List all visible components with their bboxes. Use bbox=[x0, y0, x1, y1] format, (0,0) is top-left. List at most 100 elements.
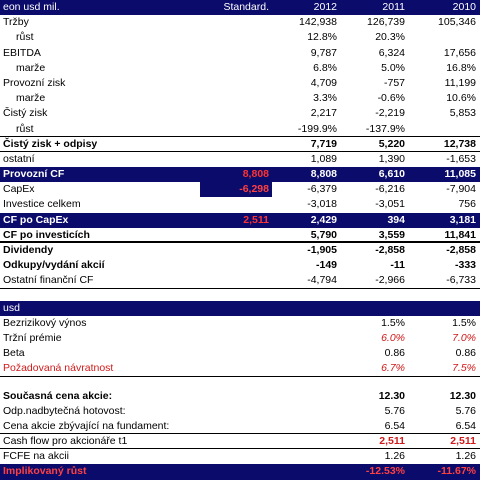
cell-2010[interactable]: 16.8% bbox=[446, 61, 476, 74]
cell-2011[interactable]: 5.0% bbox=[381, 61, 405, 74]
table-row[interactable]: Investice celkem -3,018 -3,051 756 bbox=[0, 197, 480, 212]
cell-2011[interactable]: 394 bbox=[387, 213, 405, 226]
cell-2011[interactable]: 5,220 bbox=[378, 137, 405, 150]
cell-2011[interactable]: -757 bbox=[383, 76, 405, 89]
cell-std[interactable] bbox=[200, 91, 272, 106]
cell-2011[interactable]: 2,511 bbox=[379, 435, 405, 448]
cell-std[interactable] bbox=[200, 61, 272, 76]
cell-2010[interactable]: -2,858 bbox=[446, 244, 476, 256]
cell-2011[interactable]: -6,216 bbox=[375, 183, 405, 196]
cell-2010[interactable]: 11,841 bbox=[444, 228, 476, 241]
cell-std[interactable]: -6,298 bbox=[200, 182, 272, 198]
cell-2012[interactable]: -149 bbox=[315, 259, 337, 272]
cell-std[interactable] bbox=[200, 106, 272, 121]
cell-2010[interactable]: 5.76 bbox=[455, 404, 476, 417]
table-row[interactable]: CF po investicích 5,790 3,559 11,841 bbox=[0, 228, 480, 243]
cell-2011[interactable]: -2,966 bbox=[375, 274, 405, 287]
cell-2012[interactable]: -6,379 bbox=[307, 183, 337, 196]
cell-2010[interactable]: -11.67% bbox=[437, 465, 476, 478]
cell-2010[interactable]: 7.0% bbox=[452, 331, 476, 344]
cell-2011[interactable]: 6.0% bbox=[381, 331, 405, 344]
table-row[interactable]: EBITDA 9,787 6,324 17,656 bbox=[0, 46, 480, 61]
cell-std[interactable] bbox=[200, 30, 272, 45]
table-row[interactable]: Cena akcie zbývající na fundament: 6.54 … bbox=[0, 419, 480, 435]
cell-2012[interactable]: 3.3% bbox=[313, 92, 337, 105]
table-row[interactable]: Čistý zisk + odpisy 7,719 5,220 12,738 bbox=[0, 137, 480, 152]
table-row[interactable]: Odkupy/vydání akcií -149 -11 -333 bbox=[0, 258, 480, 273]
cell-std[interactable] bbox=[200, 243, 272, 258]
cell-2010[interactable]: 10.6% bbox=[446, 92, 476, 105]
table-row[interactable]: marže 6.8% 5.0% 16.8% bbox=[0, 61, 480, 76]
table-row[interactable]: marže 3.3% -0.6% 10.6% bbox=[0, 91, 480, 106]
cell-std[interactable]: 8,808 bbox=[242, 168, 269, 181]
cell-2012[interactable]: -199.9% bbox=[297, 122, 337, 135]
cell-std[interactable] bbox=[200, 76, 272, 91]
cell-2011[interactable]: -11 bbox=[390, 259, 405, 272]
cell-2011[interactable]: 12.30 bbox=[378, 389, 405, 402]
cell-2010[interactable]: -1,653 bbox=[446, 152, 476, 165]
cell-2010[interactable]: 3,181 bbox=[449, 213, 476, 226]
cell-std[interactable] bbox=[200, 122, 272, 136]
cell-2010[interactable] bbox=[408, 30, 480, 45]
table-row[interactable]: Ostatní finanční CF -4,794 -2,966 -6,733 bbox=[0, 273, 480, 289]
cell-2012[interactable]: -4,794 bbox=[307, 274, 337, 287]
cell-2012[interactable]: 1,089 bbox=[310, 152, 337, 165]
cell-2011[interactable]: 126,739 bbox=[367, 16, 405, 29]
cell-2011[interactable]: -137.9% bbox=[365, 122, 405, 135]
table-row[interactable]: Požadovaná návratnost 6.7% 7.5% bbox=[0, 361, 480, 377]
table-row[interactable]: Současná cena akcie: 12.30 12.30 bbox=[0, 389, 480, 404]
cell-2011[interactable]: 6,324 bbox=[378, 46, 405, 59]
cell-2011[interactable]: 5.76 bbox=[384, 404, 405, 417]
cell-std[interactable] bbox=[200, 228, 272, 241]
table-row[interactable]: Provozní CF 8,808 8,808 6,610 11,085 bbox=[0, 167, 480, 183]
cell-2010[interactable]: 7.5% bbox=[452, 362, 476, 375]
table-row[interactable]: Bezrizikový výnos 1.5% 1.5% bbox=[0, 316, 480, 331]
table-row[interactable]: Odp.nadbytečná hotovost: 5.76 5.76 bbox=[0, 404, 480, 419]
cell-2010[interactable]: 1.5% bbox=[452, 316, 476, 329]
table-row[interactable]: CF po CapEx 2,511 2,429 394 3,181 bbox=[0, 212, 480, 228]
cell-2011[interactable]: -2,858 bbox=[375, 244, 405, 256]
cell-2012[interactable]: 9,787 bbox=[310, 46, 337, 59]
cell-2011[interactable]: 3,559 bbox=[378, 228, 405, 241]
cell-2010[interactable]: 6.54 bbox=[455, 419, 476, 432]
cell-2011[interactable]: 6.54 bbox=[384, 419, 405, 432]
cell-std[interactable]: 2,511 bbox=[243, 213, 269, 226]
cell-2010[interactable]: 105,346 bbox=[438, 16, 476, 29]
cell-2011[interactable]: -12.53% bbox=[365, 465, 405, 478]
cell-2010[interactable]: 5,853 bbox=[449, 107, 476, 120]
cell-2010[interactable]: 12.30 bbox=[449, 389, 476, 402]
cell-2010[interactable]: 2,511 bbox=[450, 435, 476, 448]
cell-2010[interactable]: -333 bbox=[454, 259, 476, 272]
cell-std[interactable] bbox=[200, 258, 272, 273]
cell-2010[interactable] bbox=[408, 122, 480, 136]
cell-2012[interactable]: 6.8% bbox=[313, 61, 337, 74]
cell-std[interactable] bbox=[200, 137, 272, 151]
table-row[interactable]: Cash flow pro akcionáře t1 2,511 2,511 bbox=[0, 434, 480, 450]
table-row[interactable]: růst 12.8% 20.3% bbox=[0, 30, 480, 45]
cell-2012[interactable]: 7,719 bbox=[310, 137, 337, 150]
cell-2012[interactable]: 142,938 bbox=[299, 16, 337, 29]
cell-std[interactable] bbox=[200, 197, 272, 212]
table-row[interactable]: Dividendy -1,905 -2,858 -2,858 bbox=[0, 243, 480, 258]
cell-2012[interactable]: 2,217 bbox=[310, 107, 337, 120]
table-row[interactable]: Tržby 142,938 126,739 105,346 bbox=[0, 15, 480, 30]
cell-2011[interactable]: 1.26 bbox=[384, 450, 405, 463]
table-row[interactable]: Tržní prémie 6.0% 7.0% bbox=[0, 331, 480, 346]
cell-std[interactable] bbox=[200, 46, 272, 61]
cell-2012[interactable]: 4,709 bbox=[310, 76, 337, 89]
cell-2012[interactable]: -1,905 bbox=[307, 244, 337, 256]
cell-2012[interactable]: 2,429 bbox=[310, 213, 337, 226]
cell-2010[interactable]: 12,738 bbox=[443, 137, 476, 150]
cell-2010[interactable]: 17,656 bbox=[443, 46, 476, 59]
cell-2010[interactable]: 11,085 bbox=[444, 168, 476, 181]
table-row[interactable]: Implikovaný růst -12.53% -11.67% bbox=[0, 464, 480, 480]
cell-2011[interactable]: 1.5% bbox=[381, 316, 405, 329]
cell-2011[interactable]: -0.6% bbox=[377, 92, 405, 105]
cell-2012[interactable]: 8,808 bbox=[310, 168, 337, 181]
cell-2010[interactable]: -7,904 bbox=[446, 183, 476, 196]
cell-2010[interactable]: 756 bbox=[458, 198, 476, 211]
cell-2012[interactable]: 12.8% bbox=[307, 31, 337, 44]
cell-2011[interactable]: -2,219 bbox=[375, 107, 405, 120]
cell-2010[interactable]: 0.86 bbox=[455, 347, 476, 360]
cell-std[interactable] bbox=[200, 15, 272, 30]
